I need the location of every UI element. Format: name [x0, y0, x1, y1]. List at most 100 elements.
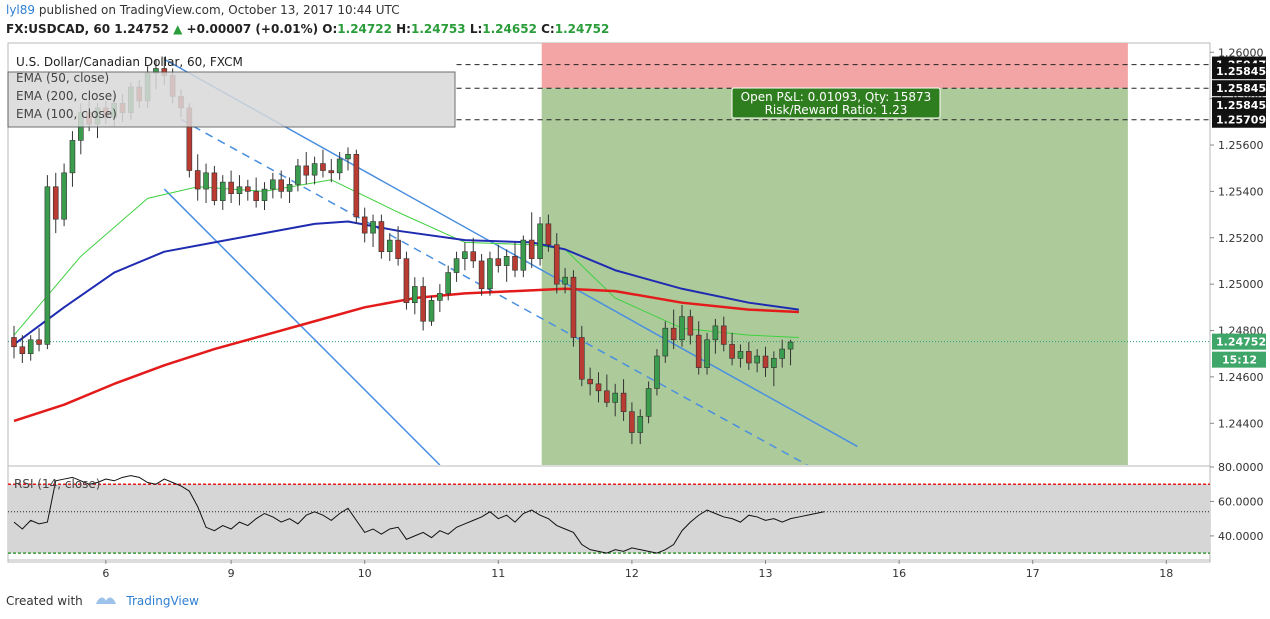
candle-up — [787, 341, 794, 350]
candle-up — [462, 251, 468, 259]
candle-up — [286, 184, 293, 192]
price-change: +0.00007 (+0.01%) — [186, 22, 319, 36]
level-price-label — [1212, 111, 1266, 128]
candle-up — [386, 239, 393, 252]
profit-target-zone — [541, 88, 1128, 465]
candle-up — [311, 163, 318, 176]
countdown-text: 15:12 — [1222, 354, 1257, 367]
candle-down — [194, 170, 201, 190]
candle-up — [562, 276, 568, 285]
candle-down — [729, 344, 735, 359]
countdown-label — [1212, 351, 1266, 368]
candle-up — [236, 186, 243, 195]
candle-up — [411, 286, 418, 303]
open-label: O: — [322, 22, 338, 36]
publish-line: lyl89 published on TradingView.com, Octo… — [6, 3, 400, 17]
candle-up — [27, 339, 34, 355]
pnl-box — [731, 87, 941, 119]
rsi-tick-label: 60.0000 — [1218, 495, 1264, 508]
ema50-line — [13, 179, 799, 338]
price-tick-label: 1.24600 — [1218, 371, 1264, 384]
candle-up — [779, 348, 786, 359]
candle-up — [453, 258, 460, 273]
candle-down — [587, 378, 593, 385]
candle-down — [353, 153, 360, 218]
candle-down — [395, 239, 401, 259]
tradingview-link[interactable]: TradingView — [126, 594, 199, 608]
candle-down — [478, 260, 485, 290]
time-tick-label: 16 — [892, 567, 906, 580]
time-tick-label: 6 — [102, 567, 109, 580]
candle-up — [712, 325, 719, 341]
high-label: H: — [396, 22, 411, 36]
time-tick-label: 18 — [1159, 567, 1173, 580]
candle-down — [578, 337, 585, 380]
candle-up — [754, 355, 760, 364]
candle-up — [203, 172, 209, 190]
candle-up — [612, 392, 619, 403]
candle-down — [19, 346, 26, 355]
candle-down — [211, 172, 218, 201]
open-value: 1.24722 — [337, 22, 392, 36]
candle-down — [495, 258, 502, 266]
candle-down — [595, 383, 602, 392]
low-label: L: — [469, 22, 483, 36]
time-tick-label: 12 — [625, 567, 639, 580]
rsi-tick-label: 40.0000 — [1218, 530, 1264, 543]
level-price-label — [1212, 97, 1266, 114]
last-price-label — [1212, 333, 1266, 350]
candle-up — [645, 388, 652, 417]
candle-up — [219, 181, 226, 201]
price-tick-label: 1.24400 — [1218, 417, 1264, 430]
candle-up — [662, 327, 669, 357]
candle-down — [620, 392, 627, 412]
rsi-title: RSI (14, close) — [14, 477, 100, 491]
candle-down — [378, 221, 385, 252]
close-value: 1.24752 — [554, 22, 610, 36]
created-with-text: Created with — [6, 594, 83, 608]
rsi-pane — [8, 475, 1210, 554]
candle-down — [720, 325, 727, 345]
candle-up — [445, 272, 452, 294]
candle-down — [629, 411, 635, 433]
candle-up — [704, 339, 710, 368]
candle-up — [503, 256, 510, 266]
rsi-tick-label: 80.0000 — [1218, 461, 1264, 474]
candle-up — [295, 165, 301, 185]
footer: Created with TradingView — [6, 594, 199, 608]
channel-lower-line — [163, 188, 441, 465]
price-chart[interactable]: 1.260001.258001.256001.254001.252001.250… — [0, 0, 1270, 590]
candle-down — [245, 186, 251, 192]
candle-down — [545, 223, 552, 246]
ema200-line — [13, 287, 799, 423]
last-price: 1.24752 — [114, 22, 169, 36]
time-tick-label: 17 — [1026, 567, 1040, 580]
up-arrow-icon: ▲ — [173, 22, 183, 36]
risk-reward-text: Risk/Reward Ratio: 1.23 — [765, 103, 908, 117]
candle-down — [745, 351, 752, 364]
time-tick-label: 9 — [228, 567, 235, 580]
price-tick-label: 1.25400 — [1218, 185, 1264, 198]
close-label: C: — [541, 22, 555, 36]
candle-down — [695, 334, 702, 368]
candle-down — [553, 244, 560, 285]
price-tick-label: 1.25200 — [1218, 232, 1264, 245]
main-pane — [8, 43, 1210, 465]
time-tick-label: 10 — [358, 567, 372, 580]
author-link[interactable]: lyl89 — [6, 3, 36, 17]
legend-box — [7, 71, 456, 128]
legend-entry: EMA (200, close) — [16, 89, 117, 103]
rsi-band — [8, 484, 1210, 554]
candle-down — [470, 251, 477, 262]
symbol-label: FX:USDCAD, 60 — [6, 22, 111, 36]
price-label-text: 1.25845 — [1216, 99, 1266, 112]
candle-up — [637, 416, 644, 433]
rsi-line — [13, 475, 825, 554]
candle-up — [679, 316, 685, 341]
candle-down — [670, 327, 677, 341]
legend-entry: EMA (100, close) — [16, 107, 117, 121]
candle-up — [370, 221, 376, 234]
candle-up — [61, 172, 67, 220]
legend-entry: EMA (50, close) — [16, 71, 109, 85]
candle-down — [762, 355, 769, 368]
